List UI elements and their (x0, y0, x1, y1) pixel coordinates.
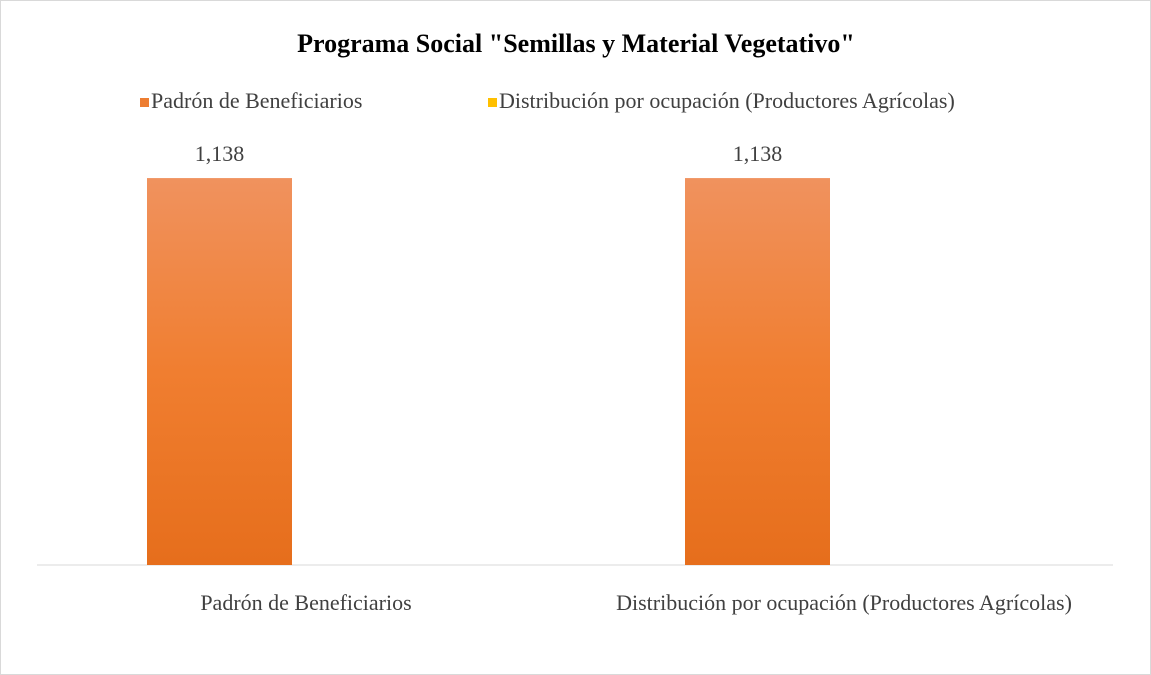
chart-title: Programa Social "Semillas y Material Veg… (297, 29, 855, 58)
bar (685, 178, 830, 565)
data-label: 1,138 (733, 141, 783, 166)
data-label: 1,138 (195, 141, 245, 166)
x-tick-label: Distribución por ocupación (Productores … (616, 590, 1072, 615)
legend-label: Padrón de Beneficiarios (151, 88, 362, 113)
legend-swatch (140, 98, 149, 107)
legend-swatch (488, 98, 497, 107)
bar (147, 178, 292, 565)
x-tick-label: Padrón de Beneficiarios (200, 590, 412, 615)
legend-label: Distribución por ocupación (Productores … (499, 88, 955, 113)
